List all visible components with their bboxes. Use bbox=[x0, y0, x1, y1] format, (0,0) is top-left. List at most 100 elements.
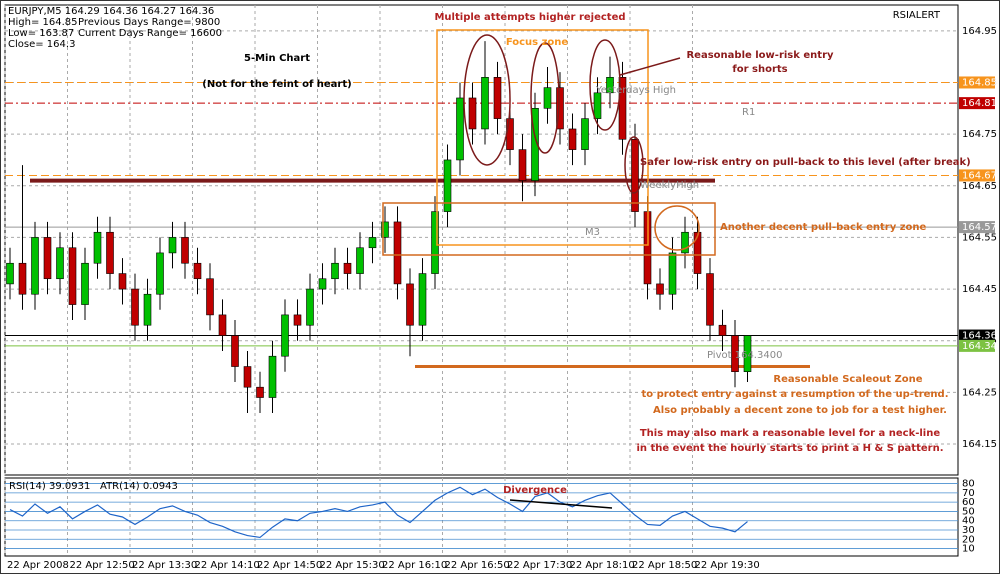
candle-body bbox=[631, 138, 639, 212]
candle-body bbox=[581, 118, 589, 150]
circle bbox=[624, 136, 644, 194]
level-label: 164.36 bbox=[962, 331, 997, 342]
candle-body bbox=[368, 237, 377, 249]
info-text: Previous Days Range= 9800 bbox=[78, 17, 220, 28]
candle-body bbox=[56, 247, 64, 280]
candle-body bbox=[243, 366, 252, 388]
candle-body bbox=[556, 87, 564, 130]
candle-body bbox=[681, 231, 689, 254]
candle-body bbox=[93, 231, 102, 264]
candle-body bbox=[593, 92, 602, 119]
candle-body bbox=[568, 128, 577, 150]
rsi-tick-label: 10 bbox=[962, 544, 975, 555]
candle-body bbox=[656, 283, 664, 295]
candle-body bbox=[718, 324, 727, 336]
candle-body bbox=[331, 262, 339, 280]
level-label: 164.67 bbox=[962, 170, 997, 181]
candle-body bbox=[543, 87, 552, 109]
annotation: Another decent pull-back entry zone bbox=[720, 222, 927, 233]
level-tag bbox=[959, 76, 995, 89]
candle-body bbox=[618, 77, 627, 140]
candle-body bbox=[668, 252, 677, 295]
annotation: in the event the hourly starts to print … bbox=[636, 443, 943, 454]
level-tag bbox=[959, 169, 995, 182]
level-name: WeeklyHigh bbox=[640, 180, 699, 191]
candle-body bbox=[68, 247, 77, 305]
candle-body bbox=[606, 77, 614, 94]
level-name: M3 bbox=[585, 227, 600, 238]
candle-body bbox=[43, 237, 52, 280]
level-name: R1 bbox=[742, 107, 755, 118]
candle-body bbox=[731, 335, 739, 373]
candle-body bbox=[381, 221, 389, 238]
level-tag bbox=[959, 329, 995, 342]
divergence-line bbox=[509, 499, 613, 509]
x-tick-label: 22 Apr 17:30 bbox=[507, 560, 572, 571]
atr-name: ATR(14) 0.0943 bbox=[100, 481, 178, 492]
candle-body bbox=[281, 314, 289, 357]
annotation: This may also mark a reasonable level fo… bbox=[640, 428, 940, 439]
level-label: 164.81 bbox=[962, 98, 997, 109]
candle-body bbox=[456, 97, 464, 161]
info-text: Close= 164.3 bbox=[8, 39, 75, 50]
x-tick-label: 22 Apr 18:50 bbox=[632, 560, 697, 571]
info-text: Low= 163.87 bbox=[8, 28, 74, 39]
level-name: Pivot 164.3400 bbox=[707, 350, 782, 361]
x-tick-label: 22 Apr 14:10 bbox=[195, 560, 260, 571]
candle-body bbox=[268, 355, 277, 398]
candle-body bbox=[431, 211, 439, 274]
annotation: for shorts bbox=[732, 64, 787, 75]
level-label: 164.57 bbox=[962, 222, 997, 233]
x-tick-label: 22 Apr 16:50 bbox=[445, 560, 510, 571]
candle-body bbox=[6, 262, 14, 285]
rsi-tick-label: 20 bbox=[962, 534, 975, 545]
annotation: to protect entry against a resumption of… bbox=[641, 389, 948, 400]
x-tick-label: 22 Apr 12:50 bbox=[70, 560, 135, 571]
level-label: 164.85 bbox=[962, 77, 997, 88]
candle-body bbox=[256, 386, 264, 398]
y-tick-label: 164.75 bbox=[962, 129, 997, 140]
info-text: High= 164.85 bbox=[8, 17, 78, 28]
candle-body bbox=[231, 335, 239, 367]
candle-body bbox=[481, 77, 489, 130]
circle bbox=[530, 42, 560, 154]
rsi-tick-label: 70 bbox=[962, 488, 975, 499]
rsi-tick-label: 50 bbox=[962, 506, 975, 517]
candle-body bbox=[306, 288, 314, 326]
candle-body bbox=[506, 118, 514, 150]
x-tick-label: 22 Apr 15:30 bbox=[320, 560, 385, 571]
candle-body bbox=[293, 314, 302, 326]
candle-body bbox=[318, 278, 327, 290]
circle bbox=[654, 205, 700, 251]
candle-body bbox=[443, 159, 452, 212]
annotation: Multiple attempts higher rejected bbox=[434, 12, 625, 23]
x-tick-label: 22 Apr 16:10 bbox=[382, 560, 447, 571]
candle-body bbox=[143, 293, 152, 326]
x-tick-label: 22 Apr 13:30 bbox=[132, 560, 197, 571]
rsi-tick-label: 60 bbox=[962, 497, 975, 508]
candle-body bbox=[18, 262, 27, 295]
level-name: Yesterdays High bbox=[595, 85, 676, 96]
info-text: EURJPY,M5 164.29 164.36 164.27 164.36 bbox=[8, 6, 214, 17]
y-tick-label: 164.25 bbox=[962, 387, 997, 398]
y-tick-label: 164.45 bbox=[962, 284, 997, 295]
annotation: Reasonable low-risk entry bbox=[686, 50, 834, 61]
annotation: Focus zone bbox=[506, 37, 569, 48]
candle-body bbox=[418, 273, 427, 326]
candle-body bbox=[406, 283, 414, 326]
candle-body bbox=[131, 288, 139, 326]
x-tick-label: 22 Apr 14:50 bbox=[257, 560, 322, 571]
annotation: Also probably a decent zone to job for a… bbox=[653, 405, 947, 416]
circle bbox=[589, 39, 621, 131]
annotation: 5-Min Chart bbox=[244, 53, 310, 64]
annotation: (Not for the feint of heart) bbox=[202, 79, 351, 90]
y-tick-label: 164.55 bbox=[962, 232, 997, 243]
x-tick-label: 22 Apr 18:10 bbox=[570, 560, 635, 571]
annotation: Safer low-risk entry on pull-back to thi… bbox=[640, 157, 971, 168]
candle-body bbox=[706, 273, 714, 326]
candle-body bbox=[206, 278, 214, 316]
candle-body bbox=[531, 107, 539, 181]
candle-body bbox=[81, 262, 89, 305]
pullback-box bbox=[382, 202, 716, 256]
candle-body bbox=[156, 252, 164, 295]
